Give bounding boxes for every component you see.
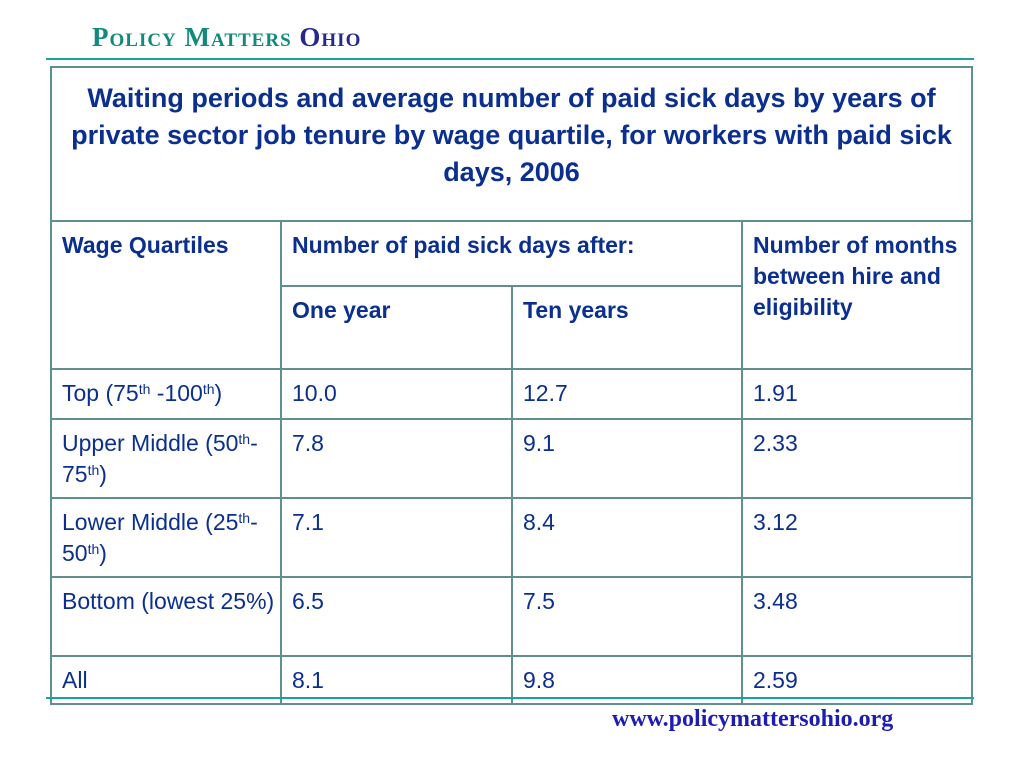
table-title: Waiting periods and average number of pa…: [71, 83, 952, 187]
cell-upper-middle-one-year: 7.8: [292, 430, 324, 456]
cell-bottom-quartile: Bottom (lowest 25%): [62, 588, 275, 614]
header-rule: [46, 58, 974, 60]
cell-upper-middle-months: 2.33: [753, 430, 798, 456]
cell-all-one-year: 8.1: [292, 667, 324, 693]
grid-col3: [741, 220, 743, 705]
cell-upper-middle-ten-years: 9.1: [523, 430, 555, 456]
brand-word-ohio: Ohio: [299, 22, 362, 52]
cell-bottom-one-year: 6.5: [292, 588, 324, 614]
cell-top-one-year: 10.0: [292, 380, 337, 406]
grid-col2: [511, 285, 513, 705]
table-row-top-quartile: Top (75th -100th): [62, 380, 223, 406]
grid-left: [50, 66, 52, 705]
grid-right: [971, 66, 973, 705]
table-row-upper-middle: Upper Middle (50th-75th): [62, 430, 258, 487]
cell-all-months: 2.59: [753, 667, 798, 693]
brand-title: Policy Matters Ohio: [92, 22, 361, 53]
grid-title-bottom: [51, 220, 972, 222]
cell-lower-middle-one-year: 7.1: [292, 509, 324, 535]
cell-top-ten-years: 12.7: [523, 380, 568, 406]
cell-lower-middle-ten-years: 8.4: [523, 509, 555, 535]
cell-all-quartile: All: [62, 667, 88, 693]
cell-top-months: 1.91: [753, 380, 798, 406]
grid-col1: [280, 220, 282, 705]
header-paid-sick-days: Number of paid sick days after:: [292, 232, 635, 258]
cell-bottom-months: 3.48: [753, 588, 798, 614]
header-one-year: One year: [292, 297, 391, 323]
cell-all-ten-years: 9.8: [523, 667, 555, 693]
cell-bottom-ten-years: 7.5: [523, 588, 555, 614]
cell-lower-middle-months: 3.12: [753, 509, 798, 535]
header-months-eligibility: Number of months between hire and eligib…: [753, 232, 958, 320]
footer-url[interactable]: www.policymattersohio.org: [612, 706, 894, 732]
table-row-lower-middle: Lower Middle (25th-50th): [62, 509, 258, 566]
header-wage-quartiles: Wage Quartiles: [62, 232, 229, 258]
header-ten-years: Ten years: [523, 297, 629, 323]
footer-rule: [46, 697, 974, 699]
brand-word-policy-matters: Policy Matters: [92, 22, 292, 52]
grid-top: [51, 66, 972, 68]
